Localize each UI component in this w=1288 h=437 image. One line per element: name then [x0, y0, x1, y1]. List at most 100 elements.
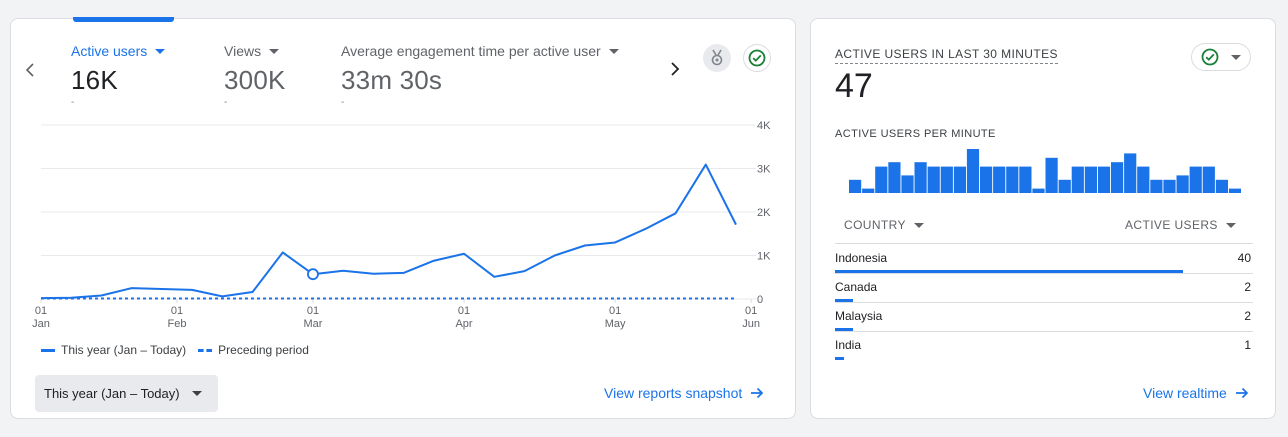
y-tick-label: 3K: [757, 164, 771, 176]
country-count: 2: [1244, 280, 1251, 294]
table-divider: [835, 243, 1253, 244]
minute-bar: [1045, 157, 1058, 193]
minute-bar: [888, 162, 901, 193]
solid-line-swatch: [41, 348, 55, 352]
link-label: View reports snapshot: [604, 385, 743, 401]
x-tick-day: 01: [745, 305, 757, 317]
minute-bar: [1163, 179, 1176, 193]
per-minute-bar-chart: [849, 149, 1241, 193]
realtime-title: ACTIVE USERS IN LAST 30 MINUTES: [835, 47, 1058, 64]
minute-bar: [862, 188, 875, 193]
country-name: Canada: [835, 280, 878, 294]
x-tick-day: 01: [171, 305, 183, 317]
table-divider: [835, 331, 1253, 332]
view-reports-snapshot-link[interactable]: View reports snapshot: [604, 385, 764, 401]
minute-bar: [966, 149, 980, 193]
highlight-point[interactable]: [307, 268, 319, 281]
metric-engagement-time[interactable]: Average engagement time per active user …: [341, 43, 619, 108]
y-tick-label: 4K: [757, 120, 771, 132]
country-count: 2: [1244, 309, 1251, 323]
date-range-select[interactable]: This year (Jan – Today): [35, 375, 218, 412]
table-row: India 1: [835, 331, 1253, 360]
x-tick-month: May: [605, 318, 626, 330]
series-line-this-year: [40, 163, 737, 300]
dashed-line-swatch: [198, 348, 213, 352]
minute-bar: [1150, 179, 1163, 193]
minute-bar: [1176, 175, 1189, 193]
metric-label: Active users: [71, 43, 148, 59]
share-bar: [835, 299, 853, 302]
legend-this-year: This year (Jan – Today): [41, 343, 186, 357]
realtime-status-select[interactable]: [1191, 43, 1251, 71]
minute-bar: [980, 166, 993, 193]
caret-down-icon: [608, 48, 619, 54]
minute-bar: [1215, 179, 1228, 193]
metric-delta: -: [71, 97, 75, 108]
table-row: Canada 2: [835, 273, 1253, 302]
x-tick-month: Jan: [32, 318, 50, 330]
x-tick-month: Apr: [455, 318, 472, 330]
x-tick-day: 01: [609, 305, 621, 317]
realtime-card: ACTIVE USERS IN LAST 30 MINUTES 47 ACTIV…: [810, 18, 1276, 419]
share-bar: [835, 328, 853, 331]
metric-label: Average engagement time per active user: [341, 43, 601, 59]
metric-active-users[interactable]: Active users 16K -: [71, 43, 166, 108]
active-users-column-header[interactable]: ACTIVE USERS: [1125, 218, 1236, 232]
minute-bar: [1202, 166, 1215, 193]
minute-bar: [1124, 153, 1137, 193]
country-name: Malaysia: [835, 309, 883, 323]
tab-indicator: [73, 17, 174, 22]
arrow-right-icon: [1235, 387, 1248, 399]
date-range-label: This year (Jan – Today): [44, 386, 180, 401]
x-tick-month: Mar: [303, 318, 322, 330]
legend-preceding: Preceding period: [198, 343, 309, 357]
minute-bar: [1097, 166, 1111, 193]
minute-bar: [1032, 188, 1045, 193]
table-divider: [835, 273, 1253, 274]
minute-bar: [1006, 166, 1019, 193]
previous-metrics-button[interactable]: [21, 59, 39, 81]
arrow-right-icon: [751, 387, 764, 399]
minute-bar: [1111, 162, 1124, 193]
metric-delta: -: [224, 97, 228, 108]
minute-bar: [953, 166, 966, 193]
link-label: View realtime: [1143, 385, 1227, 401]
x-tick-month: Jun: [742, 318, 760, 330]
minute-bar: [849, 179, 862, 193]
caret-down-icon: [913, 222, 924, 228]
minute-bar: [914, 162, 927, 193]
x-tick-month: Feb: [167, 318, 186, 330]
minute-bar: [1019, 166, 1032, 193]
y-tick-label: 0: [757, 294, 763, 306]
minute-bar: [1084, 166, 1097, 193]
x-tick-day: 01: [458, 305, 470, 317]
caret-down-icon: [191, 391, 202, 396]
table-row: Malaysia 2: [835, 302, 1253, 331]
next-metrics-button[interactable]: [665, 57, 685, 81]
insights-button[interactable]: [703, 44, 731, 72]
country-column-header[interactable]: COUNTRY: [844, 218, 924, 232]
caret-down-icon: [155, 48, 166, 54]
caret-down-icon: [1231, 54, 1241, 60]
metric-delta: -: [341, 97, 345, 108]
column-label: COUNTRY: [844, 218, 906, 232]
country-name: Indonesia: [835, 251, 888, 265]
y-tick-label: 1K: [757, 251, 771, 263]
data-status-button[interactable]: [743, 44, 771, 72]
overview-card: Active users 16K - Views 300K - Average …: [10, 17, 796, 419]
minute-bar: [1058, 179, 1071, 193]
minute-bar: [927, 166, 940, 193]
country-name: India: [835, 338, 862, 352]
realtime-value: 47: [835, 67, 873, 105]
minute-bar: [901, 175, 914, 193]
caret-down-icon: [269, 48, 280, 54]
minute-bar: [1137, 166, 1150, 193]
metric-value: 16K: [71, 65, 118, 95]
minute-bar: [875, 166, 888, 193]
country-count: 1: [1244, 338, 1251, 352]
legend-label: Preceding period: [218, 343, 309, 357]
metric-views[interactable]: Views 300K -: [224, 43, 286, 108]
table-row: Indonesia 40: [835, 244, 1253, 273]
view-realtime-link[interactable]: View realtime: [1143, 385, 1249, 401]
check-circle-icon: [1201, 48, 1219, 66]
